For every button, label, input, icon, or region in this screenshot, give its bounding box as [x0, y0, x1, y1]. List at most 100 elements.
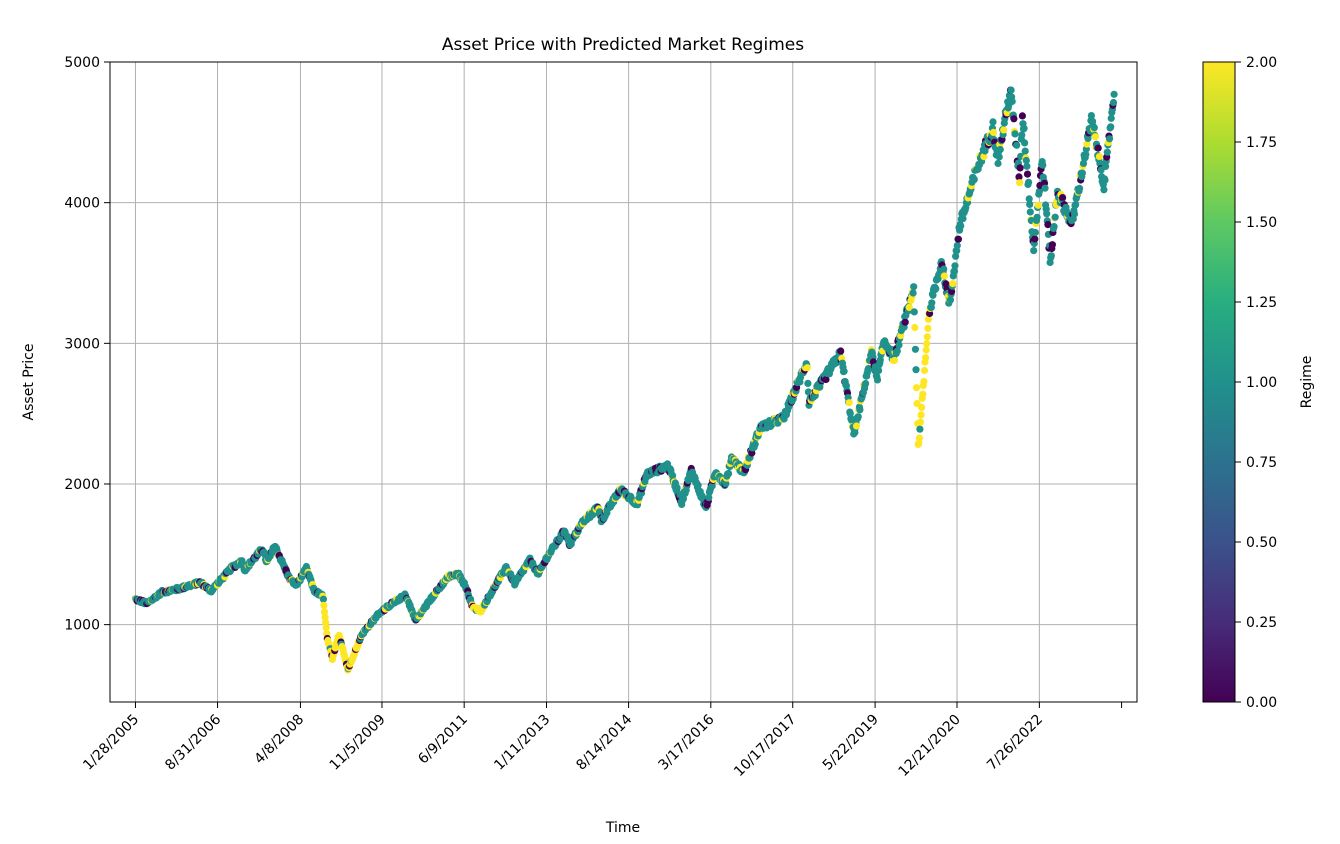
data-point	[912, 366, 920, 374]
x-tick-label: 1/28/2005	[80, 712, 142, 774]
data-point	[910, 283, 918, 291]
data-point	[1030, 247, 1038, 255]
y-tick-label: 5000	[64, 55, 100, 71]
x-tick-label: 8/31/2006	[162, 711, 224, 773]
colorbar-ticks: 0.00 0.25 0.50 0.75 1.00 1.25 1.50 1.75 2.00	[1235, 55, 1277, 711]
data-point	[1015, 173, 1023, 181]
data-point	[949, 280, 957, 288]
data-point	[722, 480, 730, 488]
data-point	[950, 267, 959, 275]
data-point	[319, 595, 327, 603]
data-point	[1041, 184, 1049, 192]
data-point	[912, 384, 921, 392]
scatter-points	[131, 86, 1118, 674]
data-point	[910, 308, 918, 316]
data-point	[1103, 148, 1111, 156]
data-point	[919, 390, 927, 398]
data-point	[1023, 170, 1032, 178]
y-tick-label: 4000	[64, 196, 100, 212]
data-point	[1076, 184, 1084, 192]
data-point	[895, 341, 903, 349]
data-point	[940, 272, 948, 280]
data-point	[705, 494, 713, 502]
colorbar-tick-label: 0.25	[1246, 615, 1277, 631]
data-point	[1018, 112, 1026, 120]
data-point	[901, 318, 909, 326]
data-point	[1023, 162, 1031, 170]
x-tick-label: 3/17/2016	[656, 711, 718, 773]
data-point	[1094, 144, 1102, 152]
data-point	[864, 365, 873, 373]
data-point	[996, 145, 1004, 154]
colorbar-tick-label: 2.00	[1246, 55, 1277, 71]
data-point	[953, 241, 961, 250]
data-point	[1031, 228, 1039, 237]
data-point	[1091, 133, 1099, 141]
data-point	[917, 411, 925, 419]
data-point	[994, 159, 1002, 168]
data-point	[322, 624, 330, 632]
data-point	[1101, 176, 1109, 184]
x-tick-label: 7/26/2022	[984, 712, 1046, 774]
data-point	[845, 399, 853, 407]
x-tick-label: 1/11/2013	[491, 712, 553, 774]
data-point	[1087, 112, 1095, 120]
data-point	[915, 434, 924, 442]
data-point	[995, 153, 1003, 161]
colorbar-tick-label: 0.75	[1246, 455, 1277, 471]
data-point	[911, 345, 920, 353]
data-point	[929, 291, 937, 299]
colorbar-tick-label: 1.50	[1246, 215, 1277, 231]
x-tick-label: 12/21/2020	[895, 712, 963, 780]
data-point	[959, 215, 967, 223]
data-point	[1011, 130, 1019, 138]
data-point	[989, 128, 998, 136]
x-tick-label: 6/9/2011	[415, 712, 471, 768]
data-point	[1090, 124, 1098, 132]
data-point	[1013, 141, 1021, 149]
data-point	[875, 367, 883, 375]
data-point	[1100, 186, 1108, 194]
data-point	[924, 324, 932, 332]
y-tick-label: 3000	[64, 336, 100, 352]
data-point	[1078, 169, 1086, 177]
data-point	[708, 482, 716, 490]
x-tick-label: 8/14/2014	[573, 711, 635, 773]
data-point	[320, 608, 329, 616]
data-point	[953, 247, 961, 255]
data-point	[1034, 201, 1042, 209]
data-point	[1007, 86, 1015, 94]
data-point	[1051, 213, 1059, 221]
data-point	[1000, 126, 1008, 134]
data-point	[1026, 200, 1034, 208]
data-point	[322, 618, 330, 627]
x-axis-label: Time	[605, 820, 640, 836]
data-point	[840, 367, 848, 375]
data-point	[1008, 97, 1016, 105]
x-tick-label: 5/22/2019	[820, 712, 882, 774]
data-point	[1016, 179, 1024, 187]
data-point	[804, 379, 812, 387]
data-point	[1047, 252, 1055, 260]
data-point	[924, 315, 933, 323]
data-point	[1010, 115, 1018, 123]
colorbar-tick-label: 0.00	[1246, 695, 1277, 711]
data-point	[905, 303, 913, 311]
data-point	[1020, 124, 1028, 132]
colorbar	[1202, 61, 1236, 703]
data-point	[980, 153, 988, 161]
x-tick-label: 11/5/2009	[327, 712, 389, 774]
colorbar-tick-label: 1.00	[1246, 375, 1277, 391]
data-point	[970, 175, 978, 183]
chart-title: Asset Price with Predicted Market Regime…	[442, 35, 804, 55]
colorbar-tick-label: 1.75	[1246, 135, 1277, 151]
y-axis: 1000 2000 3000 4000 5000	[64, 55, 110, 634]
data-point	[1084, 134, 1092, 143]
data-point	[751, 440, 759, 448]
data-point	[1022, 156, 1030, 165]
y-tick-label: 2000	[64, 477, 100, 493]
data-point	[725, 469, 733, 478]
data-point	[940, 265, 948, 273]
data-point	[1043, 210, 1051, 218]
